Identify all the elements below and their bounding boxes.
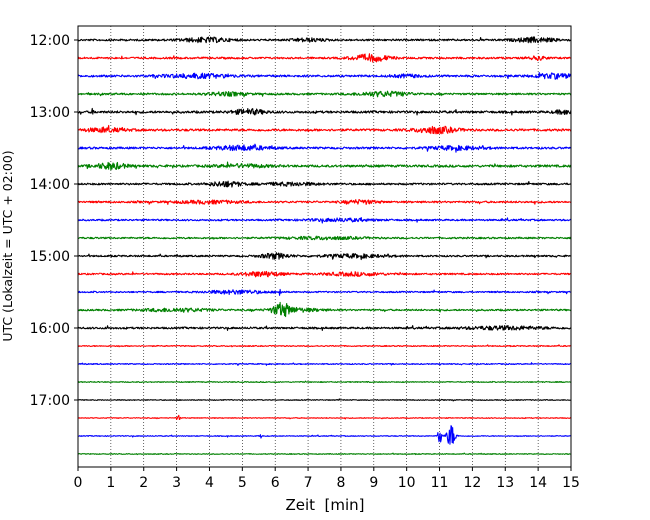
y-axis-ticks: 12:00 13:00 14:00 15:00 16:00 17:00 — [30, 33, 78, 409]
trace-line — [77, 107, 572, 116]
trace-line — [77, 270, 572, 278]
trace-line — [77, 414, 572, 421]
x-tick-label: 13 — [496, 475, 514, 491]
trace-line — [77, 425, 572, 445]
x-axis-label: Zeit [min] — [285, 496, 364, 514]
y-tick-label: 17:00 — [30, 393, 70, 409]
x-tick-label: 12 — [463, 475, 481, 491]
trace-line — [77, 252, 572, 261]
x-tick-label: 11 — [431, 475, 449, 491]
vertical-grid — [110, 26, 539, 467]
trace-line — [77, 90, 572, 98]
trace-line — [77, 288, 572, 296]
trace-line — [77, 301, 572, 318]
trace-line — [77, 36, 572, 44]
x-tick-label: 8 — [336, 475, 345, 491]
trace-line — [77, 161, 572, 171]
y-tick-label: 13:00 — [30, 105, 70, 121]
trace-group — [77, 36, 572, 456]
x-tick-label: 0 — [74, 475, 83, 491]
x-tick-label: 7 — [304, 475, 313, 491]
trace-line — [77, 124, 572, 135]
trace-line — [77, 180, 572, 188]
y-axis-label: UTC (Lokalzeit = UTC + 02:00) — [0, 150, 15, 341]
x-tick-label: 6 — [271, 475, 280, 491]
trace-line — [77, 235, 572, 241]
trace-line — [77, 143, 572, 153]
y-tick-label: 14:00 — [30, 177, 70, 193]
x-tick-label: 10 — [398, 475, 416, 491]
x-tick-label: 3 — [172, 475, 181, 491]
x-tick-label: 4 — [205, 475, 214, 491]
x-tick-label: 15 — [562, 475, 580, 491]
trace-line — [77, 452, 572, 456]
y-tick-label: 16:00 — [30, 321, 70, 337]
x-tick-label: 1 — [106, 475, 115, 491]
trace-line — [77, 53, 572, 63]
x-tick-label: 14 — [529, 475, 547, 491]
x-tick-label: 2 — [139, 475, 148, 491]
trace-line — [77, 217, 572, 224]
y-tick-label: 12:00 — [30, 33, 70, 49]
trace-line — [77, 198, 572, 205]
trace-line — [77, 380, 572, 384]
y-tick-label: 15:00 — [30, 249, 70, 265]
x-axis-ticks: 0 1 2 3 4 5 6 7 8 9 10 11 12 13 14 15 — [74, 467, 580, 491]
trace-line — [77, 324, 572, 331]
trace-line — [77, 72, 572, 80]
plot-frame — [77, 25, 572, 468]
x-tick-label: 9 — [369, 475, 378, 491]
x-tick-label: 5 — [238, 475, 247, 491]
trace-line — [77, 362, 572, 366]
trace-line — [77, 344, 572, 348]
trace-line — [77, 398, 572, 402]
